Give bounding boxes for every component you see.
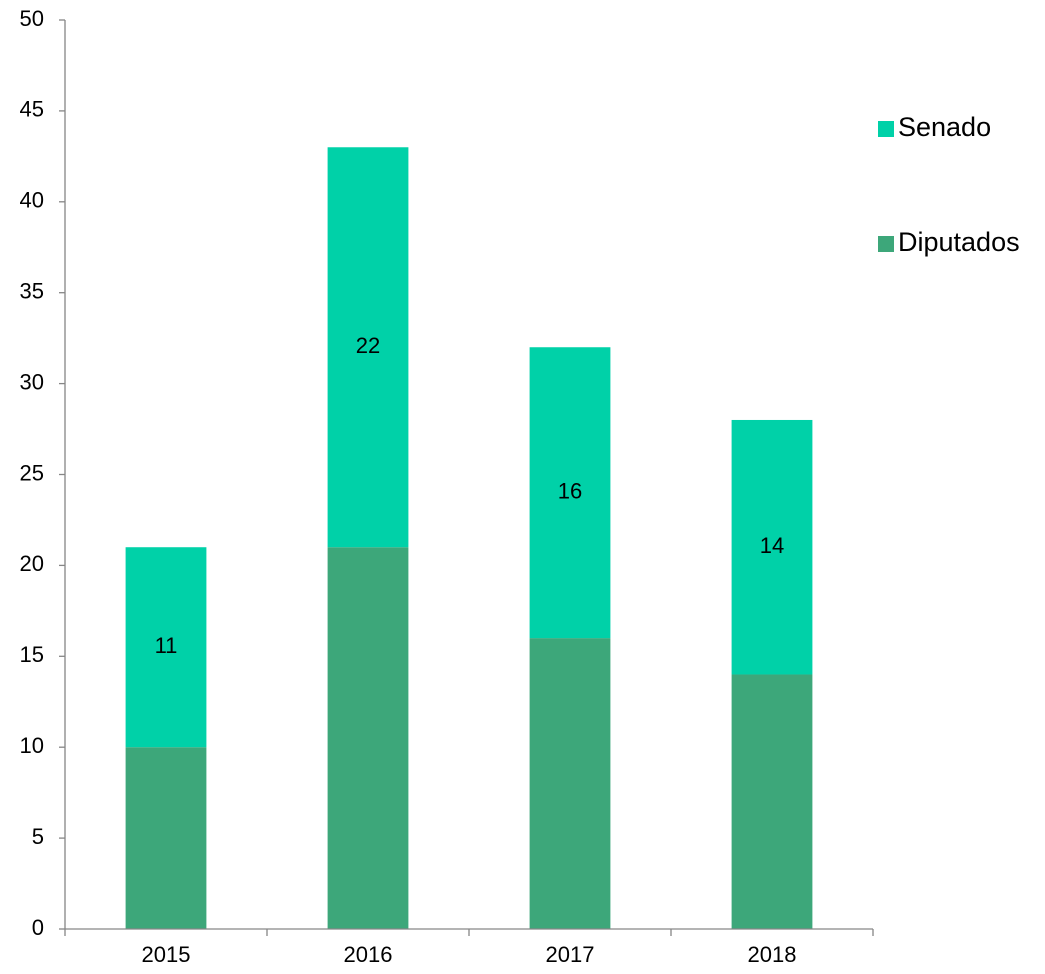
- bar-segment: [125, 547, 207, 748]
- bar-segment: [731, 674, 813, 929]
- data-label: 22: [356, 333, 380, 358]
- data-label: 16: [558, 478, 582, 503]
- y-tick-label: 35: [20, 279, 44, 304]
- legend-label: Senado: [898, 112, 991, 142]
- y-tick-label: 15: [20, 642, 44, 667]
- legend-label: Diputados: [898, 227, 1020, 257]
- data-label: 11: [155, 633, 178, 658]
- bar-segment: [327, 547, 409, 929]
- y-tick-label: 45: [20, 97, 44, 122]
- y-tick-label: 50: [20, 6, 44, 31]
- bar-segment: [529, 347, 611, 639]
- x-tick-label: 2017: [546, 942, 595, 967]
- y-tick-label: 25: [20, 460, 44, 485]
- y-tick-label: 40: [20, 188, 44, 213]
- legend-swatch: [878, 121, 894, 137]
- y-tick-label: 0: [32, 915, 44, 940]
- bar-segment: [731, 419, 813, 675]
- bar-segment: [529, 638, 611, 929]
- bar-segment: [327, 147, 409, 548]
- y-tick-label: 30: [20, 369, 44, 394]
- y-tick-label: 5: [32, 824, 44, 849]
- data-label: 14: [760, 533, 784, 558]
- x-tick-label: 2016: [344, 942, 393, 967]
- legend-swatch: [878, 236, 894, 252]
- x-tick-label: 2018: [748, 942, 797, 967]
- bar-segment: [125, 747, 207, 929]
- y-tick-label: 20: [20, 551, 44, 576]
- x-tick-label: 2015: [142, 942, 191, 967]
- y-tick-label: 10: [20, 733, 44, 758]
